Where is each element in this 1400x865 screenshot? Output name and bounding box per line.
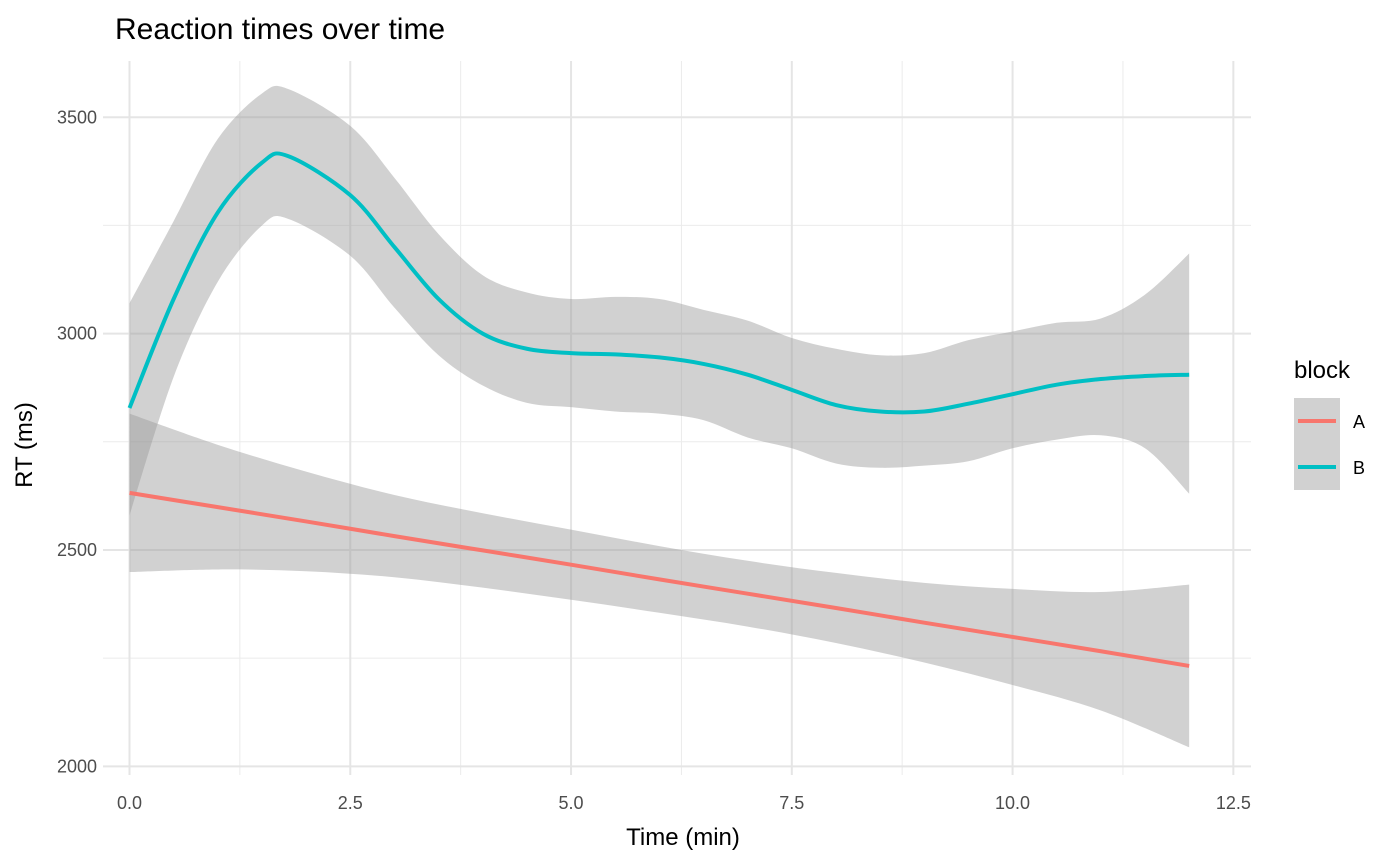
- confidence-band-b: [129, 85, 1190, 516]
- legend: block A B: [1294, 357, 1365, 490]
- legend-label-b: B: [1353, 458, 1365, 478]
- grid-minor: [103, 61, 1251, 775]
- x-tick-label: 0.0: [117, 793, 142, 813]
- y-axis-ticks: 2000 2500 3000 3500: [57, 107, 97, 776]
- legend-label-a: A: [1353, 412, 1365, 432]
- x-axis-ticks: 0.0 2.5 5.0 7.5 10.0 12.5: [117, 793, 1251, 813]
- y-tick-label: 2500: [57, 540, 97, 560]
- y-tick-label: 3000: [57, 324, 97, 344]
- y-tick-label: 3500: [57, 107, 97, 127]
- y-tick-label: 2000: [57, 756, 97, 776]
- legend-title: block: [1294, 357, 1351, 384]
- chart-title: Reaction times over time: [115, 13, 445, 46]
- x-axis-title: Time (min): [626, 824, 740, 851]
- series-line-a: [129, 490, 1190, 668]
- confidence-bands: [129, 85, 1190, 748]
- series-line-b: [127, 151, 1190, 415]
- x-tick-label: 12.5: [1216, 793, 1251, 813]
- series-lines: [127, 151, 1190, 668]
- x-tick-label: 7.5: [779, 793, 804, 813]
- x-tick-label: 5.0: [559, 793, 584, 813]
- y-axis-title: RT (ms): [11, 402, 38, 488]
- grid-major: [103, 61, 1251, 775]
- x-tick-label: 10.0: [995, 793, 1030, 813]
- x-tick-label: 2.5: [338, 793, 363, 813]
